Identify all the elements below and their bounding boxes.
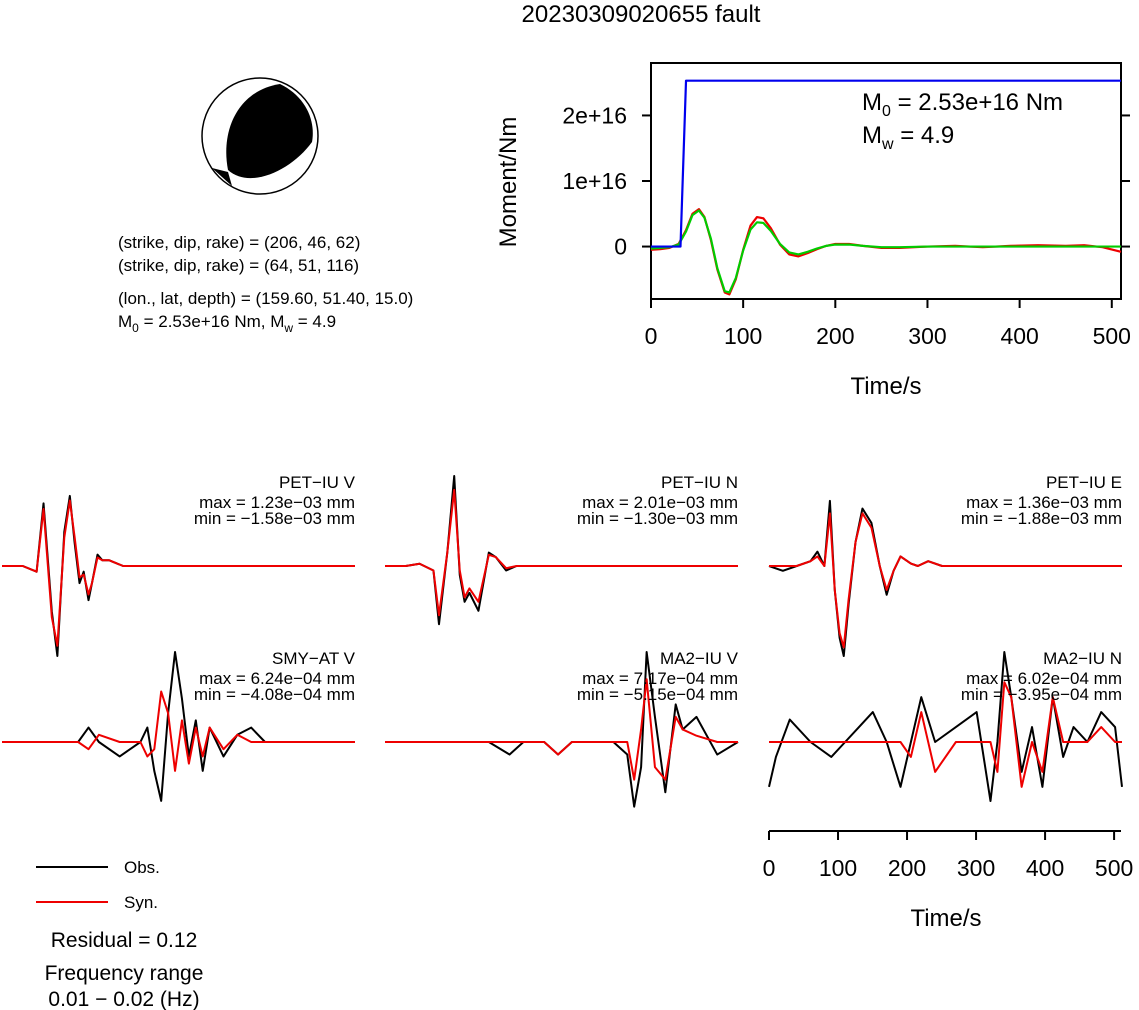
waveform-time-axis: 0 100 200 300 400 500 Time/s <box>763 830 1133 932</box>
waveform-station-label: SMY−AT V <box>272 649 356 668</box>
moment-xtick-label: 0 <box>645 323 658 349</box>
legend-obs-label: Obs. <box>124 858 160 877</box>
waveform-syn-line <box>2 690 355 772</box>
residual-text: Residual = 0.12 <box>51 929 198 952</box>
waveform-max-label: max = 1.36e−03 mm <box>966 493 1122 512</box>
time-xtick-label: 100 <box>819 855 857 881</box>
waveform-max-label: max = 7.17e−04 mm <box>582 669 738 688</box>
moment-plot: 0 100 200 300 400 500 0 1e+16 2e+16 Moment/Nm Ti… <box>495 62 1131 400</box>
waveform-syn-line <box>385 678 738 781</box>
time-xtick-label: 0 <box>763 855 776 881</box>
moment-plot-ticks: 0 100 200 300 400 500 0 1e+16 2e+16 <box>562 102 1131 349</box>
waveform-station-label: PET−IU N <box>661 473 738 492</box>
moment-xtick-label: 300 <box>908 323 946 349</box>
moment-synthetic-green-line <box>650 209 1121 294</box>
time-axis-xlabel: Time/s <box>910 905 981 932</box>
waveform-min-label: min = −1.88e−03 mm <box>961 509 1122 528</box>
nodal-plane-2: (strike, dip, rake) = (64, 51, 116) <box>118 256 359 275</box>
waveform-syn-line <box>769 681 1122 788</box>
waveform-max-label: max = 1.23e−03 mm <box>199 493 355 512</box>
legend-syn-label: Syn. <box>124 893 158 912</box>
waveform-station-label: PET−IU E <box>1046 473 1122 492</box>
moment-ytick-label: 1e+16 <box>562 168 627 194</box>
legend: Obs. Syn. <box>36 858 160 912</box>
time-xtick-label: 200 <box>888 855 926 881</box>
moment-xtick-label: 200 <box>816 323 854 349</box>
waveform-max-label: max = 6.24e−04 mm <box>199 669 355 688</box>
time-xtick-label: 300 <box>957 855 995 881</box>
moment-xtick-label: 500 <box>1093 323 1131 349</box>
waveform-min-label: min = −4.08e−04 mm <box>194 685 355 704</box>
frequency-range: 0.01 − 0.02 (Hz) <box>48 988 199 1010</box>
waveform-min-label: min = −3.95e−04 mm <box>961 685 1122 704</box>
waveform-station-label: PET−IU V <box>279 473 356 492</box>
waveform-min-label: min = −5.15e−04 mm <box>577 685 738 704</box>
location-info: (lon., lat, depth) = (159.60, 51.40, 15.… <box>118 289 413 308</box>
waveform-syn-line <box>385 488 738 617</box>
moment-ytick-label: 2e+16 <box>562 102 627 128</box>
moment-plot-ylabel: Moment/Nm <box>495 117 522 248</box>
waveform-obs-line <box>385 651 739 808</box>
moment-xtick-label: 400 <box>1000 323 1038 349</box>
moment-xtick-label: 100 <box>724 323 762 349</box>
moment-plot-xlabel: Time/s <box>850 373 921 400</box>
waveform-station-label: MA2−IU V <box>660 649 739 668</box>
figure-title: 20230309020655 fault <box>522 1 761 28</box>
time-xtick-label: 400 <box>1026 855 1064 881</box>
waveform-syn-line <box>769 512 1122 649</box>
moment-info: M0 = 2.53e+16 Nm, Mw = 4.9 <box>118 312 336 335</box>
waveform-max-label: max = 2.01e−03 mm <box>582 493 738 512</box>
waveform-obs-line <box>768 651 1123 803</box>
time-xtick-label: 500 <box>1095 855 1133 881</box>
moment-ytick-label: 0 <box>614 234 627 260</box>
beachball-compression-corner <box>212 168 232 186</box>
moment-plot-series <box>650 79 1122 296</box>
moment-plot-m0-annotation: M0 = 2.53e+16 Nm <box>862 89 1063 120</box>
waveform-min-label: min = −1.30e−03 mm <box>577 509 738 528</box>
moment-plot-mw-annotation: Mw = 4.9 <box>862 122 954 153</box>
waveform-station-label: MA2−IU N <box>1043 649 1122 668</box>
frequency-title: Frequency range <box>45 962 204 985</box>
waveform-max-label: max = 6.02e−04 mm <box>966 669 1122 688</box>
beachball <box>201 77 319 195</box>
waveform-syn-line <box>2 499 355 647</box>
moment-stf-line <box>651 79 1121 248</box>
time-axis-ticks: 0 100 200 300 400 500 <box>763 831 1133 881</box>
waveform-min-label: min = −1.58e−03 mm <box>194 509 355 528</box>
nodal-plane-1: (strike, dip, rake) = (206, 46, 62) <box>118 233 360 252</box>
beachball-compression-lobe <box>226 84 313 179</box>
